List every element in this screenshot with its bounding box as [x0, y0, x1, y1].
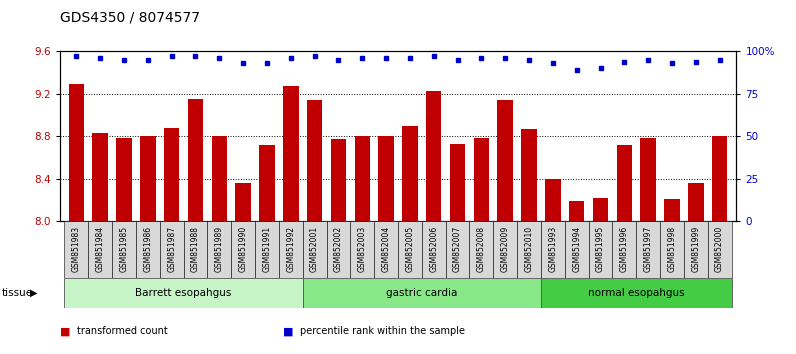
Text: GSM852009: GSM852009 — [501, 226, 509, 272]
Text: percentile rank within the sample: percentile rank within the sample — [300, 326, 465, 336]
Bar — [326, 221, 350, 278]
Bar — [350, 221, 374, 278]
Text: ■: ■ — [60, 326, 70, 336]
Text: transformed count: transformed count — [77, 326, 168, 336]
Text: GSM851992: GSM851992 — [287, 226, 295, 272]
Text: GSM851993: GSM851993 — [548, 226, 557, 272]
Bar — [521, 129, 537, 221]
Text: Barrett esopahgus: Barrett esopahgus — [135, 288, 232, 298]
Bar — [446, 221, 470, 278]
Bar — [64, 278, 302, 308]
Text: GSM851989: GSM851989 — [215, 226, 224, 272]
Bar — [236, 183, 251, 221]
Bar — [374, 221, 398, 278]
Bar — [255, 221, 279, 278]
Bar — [708, 221, 732, 278]
Text: GSM851994: GSM851994 — [572, 226, 581, 272]
Bar — [302, 221, 326, 278]
Text: GSM851990: GSM851990 — [239, 226, 248, 272]
Bar — [636, 221, 660, 278]
Bar — [545, 179, 560, 221]
Text: GSM851984: GSM851984 — [96, 226, 105, 272]
Bar — [68, 84, 84, 221]
Text: GSM851987: GSM851987 — [167, 226, 176, 272]
Text: GSM851986: GSM851986 — [143, 226, 152, 272]
Text: ▶: ▶ — [30, 288, 37, 298]
Bar — [450, 144, 466, 221]
Bar — [88, 221, 112, 278]
Bar — [498, 100, 513, 221]
Bar — [330, 139, 346, 221]
Bar — [188, 99, 203, 221]
Bar — [354, 136, 370, 221]
Bar — [712, 136, 728, 221]
Bar — [212, 136, 227, 221]
Text: GSM851998: GSM851998 — [668, 226, 677, 272]
Bar — [208, 221, 231, 278]
Text: GSM852003: GSM852003 — [357, 226, 367, 272]
Text: GSM852010: GSM852010 — [525, 226, 533, 272]
Bar — [593, 198, 608, 221]
Bar — [398, 221, 422, 278]
Bar — [688, 183, 704, 221]
Bar — [116, 138, 132, 221]
Text: GSM852006: GSM852006 — [429, 226, 439, 272]
Text: normal esopahgus: normal esopahgus — [588, 288, 685, 298]
Text: GSM852002: GSM852002 — [334, 226, 343, 272]
Bar — [184, 221, 208, 278]
Bar — [136, 221, 160, 278]
Bar — [641, 138, 656, 221]
Text: GSM852004: GSM852004 — [381, 226, 391, 272]
Text: GSM852001: GSM852001 — [310, 226, 319, 272]
Bar — [474, 138, 489, 221]
Text: GSM852007: GSM852007 — [453, 226, 462, 272]
Text: GSM852000: GSM852000 — [715, 226, 724, 272]
Bar — [378, 136, 394, 221]
Text: GSM851983: GSM851983 — [72, 226, 81, 272]
Bar — [164, 128, 179, 221]
Text: GDS4350 / 8074577: GDS4350 / 8074577 — [60, 11, 200, 25]
Text: gastric cardia: gastric cardia — [386, 288, 458, 298]
Bar — [569, 201, 584, 221]
Text: GSM851996: GSM851996 — [620, 226, 629, 272]
Text: GSM851988: GSM851988 — [191, 226, 200, 272]
Bar — [494, 221, 517, 278]
Text: GSM851991: GSM851991 — [263, 226, 271, 272]
Text: GSM852005: GSM852005 — [405, 226, 415, 272]
Bar — [160, 221, 184, 278]
Text: GSM851985: GSM851985 — [119, 226, 128, 272]
Bar — [541, 221, 565, 278]
Text: tissue: tissue — [2, 288, 33, 298]
Bar — [660, 221, 684, 278]
Bar — [92, 133, 108, 221]
Text: GSM851999: GSM851999 — [691, 226, 700, 272]
Text: GSM851997: GSM851997 — [644, 226, 653, 272]
Bar — [307, 100, 322, 221]
Bar — [612, 221, 636, 278]
Bar — [422, 221, 446, 278]
Bar — [470, 221, 494, 278]
Bar — [617, 145, 632, 221]
Bar — [259, 145, 275, 221]
Bar — [279, 221, 302, 278]
Bar — [231, 221, 255, 278]
Bar — [664, 199, 680, 221]
Bar — [588, 221, 612, 278]
Bar — [684, 221, 708, 278]
Text: ■: ■ — [283, 326, 293, 336]
Text: GSM852008: GSM852008 — [477, 226, 486, 272]
Text: GSM851995: GSM851995 — [596, 226, 605, 272]
Bar — [112, 221, 136, 278]
Bar — [64, 221, 88, 278]
Bar — [541, 278, 732, 308]
Bar — [140, 136, 155, 221]
Bar — [517, 221, 541, 278]
Bar — [565, 221, 588, 278]
Bar — [283, 86, 298, 221]
Bar — [426, 91, 442, 221]
Bar — [302, 278, 541, 308]
Bar — [402, 126, 418, 221]
